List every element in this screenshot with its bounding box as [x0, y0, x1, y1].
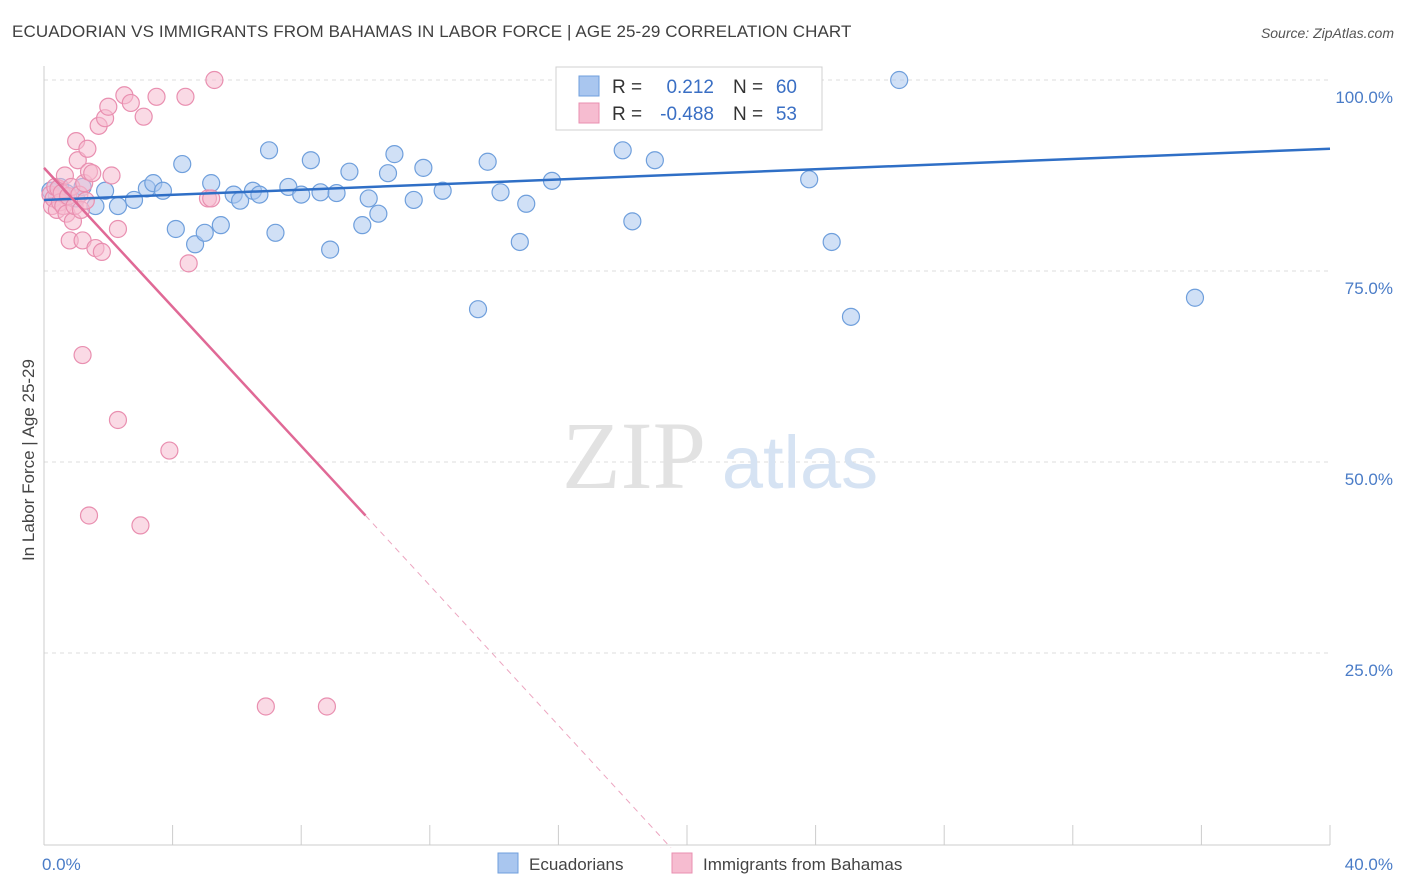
y-tick-label: 50.0% — [1345, 470, 1393, 489]
ecuadorian-point — [166, 219, 185, 239]
bahamas-point — [179, 254, 198, 273]
bahamas-point — [147, 87, 166, 106]
bahamas-point — [317, 697, 337, 716]
chart-title: ECUADORIAN VS IMMIGRANTS FROM BAHAMAS IN… — [12, 22, 852, 41]
trendline-bahamas-extension — [365, 515, 672, 849]
ecuadorian-point — [108, 196, 128, 216]
legend-label-bahamas: Immigrants from Bahamas — [703, 855, 902, 874]
ecuadorian-point — [478, 152, 497, 171]
bahamas-point — [92, 242, 111, 261]
x-tick-label: 0.0% — [42, 855, 81, 874]
ecuadorian-point — [95, 181, 115, 200]
trendline-bahamas — [43, 167, 367, 517]
stats-swatch-ecuadorians — [578, 75, 600, 97]
ecuadorian-point — [378, 164, 398, 183]
bahamas-point — [102, 166, 121, 185]
bahamas-point — [79, 506, 99, 525]
ecuadorian-point — [353, 216, 372, 235]
x-tick-label: 40.0% — [1345, 855, 1393, 874]
stats-r-value-bahamas: -0.488 — [660, 104, 714, 125]
bahamas-point — [76, 191, 95, 210]
stats-legend-frame — [555, 66, 823, 131]
ecuadorian-point — [202, 174, 221, 193]
y-tick-label: 100.0% — [1335, 88, 1393, 107]
bahamas-point — [256, 697, 275, 716]
y-tick-label: 75.0% — [1345, 279, 1393, 298]
ecuadorian-point — [340, 162, 359, 181]
watermark-zip: ZIP — [562, 402, 706, 509]
ecuadorian-point — [517, 194, 536, 213]
legend-label-ecuadorians: Ecuadorians — [529, 855, 624, 874]
ecuadorian-point — [311, 183, 330, 202]
ecuadorian-point — [800, 170, 819, 189]
ecuadorian-point — [195, 223, 214, 242]
ecuadorian-point — [250, 185, 269, 204]
chart-source: Source: ZipAtlas.com — [1260, 25, 1394, 41]
stats-n-label-bahamas: N = — [733, 104, 763, 125]
ecuadorian-point — [433, 181, 452, 200]
trendline-ecuadorians — [43, 147, 1331, 202]
ecuadorian-point — [321, 240, 340, 259]
bahamas-point — [121, 93, 140, 113]
ecuadorian-point — [613, 141, 632, 160]
grid-layer — [44, 79, 1330, 654]
ecuadorian-point — [841, 307, 861, 326]
y-tick-label: 25.0% — [1345, 661, 1393, 680]
bahamas-point — [176, 87, 195, 106]
ecuadorian-point — [266, 223, 285, 242]
ecuadorian-point — [259, 141, 279, 160]
ecuadorian-point — [211, 216, 230, 235]
ecuadorian-point — [385, 145, 404, 164]
bottom-legend: Ecuadorians Immigrants from Bahamas — [497, 852, 902, 874]
watermark-atlas: atlas — [722, 421, 878, 504]
legend-swatch-bahamas — [671, 852, 693, 874]
watermark: ZIP atlas — [562, 402, 878, 509]
bahamas-point — [73, 345, 92, 365]
legend-swatch-ecuadorians — [497, 852, 519, 874]
ecuadorian-point — [359, 189, 378, 208]
stats-r-label-ecuadorians: R = — [612, 77, 642, 98]
bahamas-point — [83, 164, 102, 183]
stats-n-value-ecuadorians: 60 — [776, 77, 797, 98]
ecuadorian-point — [1185, 288, 1205, 307]
ecuadorian-point — [822, 232, 841, 252]
stats-r-value-ecuadorians: 0.212 — [666, 77, 714, 98]
stats-n-label-ecuadorians: N = — [733, 77, 763, 98]
ecuadorian-point — [645, 151, 664, 170]
ecuadorian-point — [890, 70, 909, 90]
bahamas-point — [131, 516, 150, 535]
ecuadorian-point — [623, 212, 642, 231]
stats-legend: R = 0.212 N = 60 R = -0.488 N = 53 — [555, 66, 823, 131]
bahamas-point — [205, 70, 224, 90]
stats-r-label-bahamas: R = — [612, 104, 642, 125]
bahamas-point — [78, 139, 97, 158]
ecuadorian-point — [173, 154, 192, 174]
ecuadorian-point — [468, 300, 488, 319]
stats-swatch-bahamas — [578, 102, 600, 124]
ecuadorian-point — [404, 190, 423, 210]
bahamas-point — [108, 219, 128, 239]
ecuadorian-point — [491, 183, 510, 202]
trendlines — [43, 147, 1331, 849]
ecuadorian-point — [153, 181, 173, 200]
ecuadorian-point — [414, 158, 433, 177]
ecuadorian-point — [510, 232, 529, 252]
axis-layer: 100.0% 75.0% 50.0% 25.0% 0.0% 40.0% — [42, 66, 1393, 874]
bahamas-point — [99, 97, 118, 116]
y-axis-label: In Labor Force | Age 25-29 — [19, 359, 38, 561]
bahamas-point — [134, 107, 153, 126]
ecuadorian-point — [369, 204, 388, 223]
ecuadorian-point — [301, 151, 320, 170]
bahamas-point — [108, 410, 128, 430]
stats-n-value-bahamas: 53 — [776, 104, 797, 125]
bahamas-point — [160, 441, 179, 460]
